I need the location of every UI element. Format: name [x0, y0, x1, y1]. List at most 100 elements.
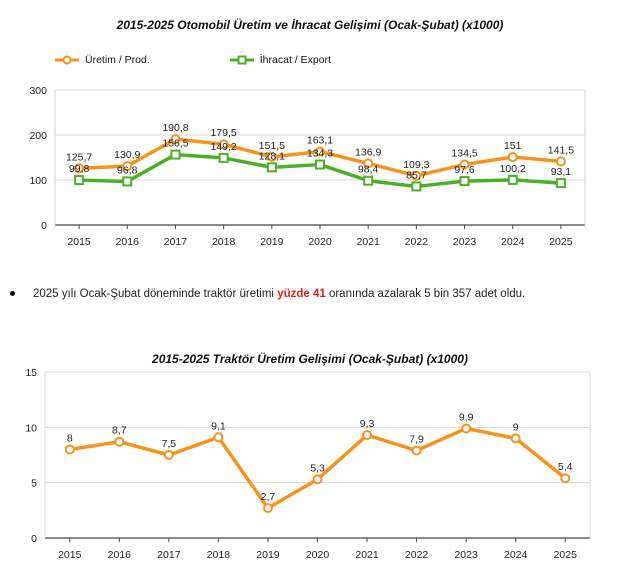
legend-export-swatch	[229, 55, 254, 65]
chart2-ytick-label: 15	[25, 367, 37, 379]
chart1-series-1-point	[411, 181, 422, 192]
chart2-title: 2015-2025 Traktör Üretim Gelişimi (Ocak-…	[152, 352, 468, 366]
chart1-series-0-point	[363, 158, 374, 169]
chart1-ytick-label: 100	[29, 175, 47, 187]
chart2-series-0-point	[411, 445, 422, 456]
chart1-title: 2015-2025 Otomobil Üretim ve İhracat Gel…	[116, 18, 504, 32]
chart2-series-0-point	[560, 473, 571, 484]
chart2-ytick-label: 5	[31, 478, 37, 490]
chart1-series-0-data-label: 179,5	[210, 127, 236, 139]
chart1-series-0-point	[555, 156, 566, 167]
chart2-series-0-point	[114, 436, 125, 447]
legend-production-label: Üretim / Prod.	[85, 54, 150, 66]
chart1-series-0-point	[74, 163, 85, 174]
legend-item-production: Üretim / Prod.	[55, 54, 150, 66]
chart1-series-1-data-label: 149,2	[210, 141, 236, 153]
chart2-ytick-label: 10	[25, 422, 37, 434]
chart2-series-0-data-label: 9,3	[360, 418, 375, 430]
chart1-series-0-data-label: 134,5	[451, 147, 477, 159]
chart2-series-0-point	[362, 430, 373, 441]
chart2-series-0-data-label: 5,4	[558, 461, 573, 473]
chart2-series-0-data-label: 7,5	[162, 438, 177, 450]
bullet-text-after: oranında azalarak 5 bin 357 adet oldu.	[325, 288, 526, 300]
chart1-ytick-label: 200	[29, 130, 47, 142]
chart1-series-1-data-label: 96,8	[117, 164, 138, 176]
chart1-xtick-label: 2016	[116, 236, 140, 248]
chart1-series-1-data-label: 128,1	[259, 150, 285, 162]
chart1-series-0-data-label: 109,3	[403, 159, 429, 171]
chart1-series-1-point	[74, 175, 85, 186]
chart1-series-0-data-label: 151	[504, 140, 522, 152]
chart1-series-1-point	[266, 162, 277, 173]
chart2-xtick-label: 2015	[58, 549, 82, 561]
chart1-series-0-data-label: 190,8	[162, 122, 188, 134]
chart2-series-0-data-label: 2,7	[261, 491, 276, 503]
chart1-xtick-label: 2024	[501, 236, 525, 248]
chart1-xtick-label: 2022	[405, 236, 429, 248]
chart1-series-0-data-label: 125,7	[66, 151, 92, 163]
chart1-series-0-data-label: 163,1	[307, 135, 333, 147]
chart2-xtick-label: 2022	[405, 549, 429, 561]
legend-item-export: İhracat / Export	[229, 54, 331, 66]
chart1-ytick-label: 0	[41, 220, 47, 232]
chart2-series-0-point	[461, 423, 472, 434]
chart1-series-0-data-label: 136,9	[355, 146, 381, 158]
chart1-series-1-point	[507, 174, 518, 185]
chart1-series-1-data-label: 97,6	[454, 164, 475, 176]
chart1-series-1-data-label: 156,5	[162, 138, 188, 150]
chart2-xtick-label: 2023	[454, 549, 478, 561]
chart2-series-0-point	[510, 433, 521, 444]
chart2-xtick-label: 2025	[554, 549, 578, 561]
chart1-series-1-point	[555, 178, 566, 189]
legend-export-label: İhracat / Export	[259, 54, 331, 66]
chart2-series-0-data-label: 8	[67, 432, 73, 444]
chart1-series-1-data-label: 99,8	[69, 163, 90, 175]
chart1-series-1-point	[363, 175, 374, 186]
chart1-series-1-point	[315, 159, 325, 170]
chart2-series-0-data-label: 9,1	[211, 420, 226, 432]
chart1-series-1-point	[459, 176, 470, 187]
chart1-xtick-label: 2021	[357, 236, 381, 248]
chart2-series-0-point	[262, 503, 273, 514]
chart1-xtick-label: 2019	[260, 236, 284, 248]
chart1-series-0-data-label: 151,5	[259, 140, 285, 152]
chart1-series-1-data-label: 134,3	[307, 148, 333, 160]
chart1-ytick-label: 300	[29, 85, 47, 97]
chart1-plot: 0 100 200 300 2015 2016 2017 2018 2019 2020 2021 20…	[29, 85, 586, 248]
chart2-series-0-point	[64, 444, 75, 455]
chart2-series-0-data-label: 9	[513, 421, 519, 433]
chart2-series-0-data-label: 9,9	[459, 411, 474, 423]
chart2-xtick-label: 2019	[256, 549, 280, 561]
chart1-series-0-point	[218, 139, 229, 150]
legend-production-swatch	[55, 55, 79, 65]
chart1-xtick-label: 2015	[67, 236, 91, 248]
chart2-series-0-point	[312, 474, 323, 485]
chart2-xtick-label: 2017	[157, 549, 181, 561]
chart1-xtick-label: 2017	[164, 236, 188, 248]
chart1-series-0-point	[122, 161, 133, 172]
chart1-xtick-label: 2023	[453, 236, 477, 248]
chart1-series-1-point	[170, 149, 181, 160]
chart2-series-0-point	[213, 432, 224, 443]
chart1-series-0-point	[315, 146, 325, 157]
chart1-series-0-point	[459, 159, 470, 170]
bullet-highlight: yüzde 41	[277, 288, 326, 300]
chart2-xtick-label: 2020	[306, 549, 330, 561]
chart1-series-1-point	[122, 176, 133, 187]
bullet-note: 2025 yılı Ocak-Şubat döneminde traktör ü…	[10, 288, 610, 300]
bullet-dot	[10, 291, 15, 297]
chart2-xtick-label: 2021	[355, 549, 379, 561]
chart1-series-1-data-label: 93,1	[551, 166, 572, 178]
chart1-series-0-point	[507, 152, 518, 163]
chart2-series-0-data-label: 8,7	[112, 425, 127, 437]
chart1-series-1-data-label: 85,7	[406, 169, 427, 181]
chart1-series-0-point	[411, 170, 422, 181]
chart2-xtick-label: 2016	[108, 549, 132, 561]
chart1-series-0-point	[266, 151, 277, 162]
chart1-series-1-data-label: 100,2	[500, 163, 526, 175]
chart1-series-0-point	[170, 134, 181, 145]
chart1-xtick-label: 2018	[212, 236, 236, 248]
chart2-xtick-label: 2024	[504, 549, 528, 561]
chart2-series-0-data-label: 5,3	[310, 462, 325, 474]
chart1-xtick-label: 2025	[549, 236, 573, 248]
